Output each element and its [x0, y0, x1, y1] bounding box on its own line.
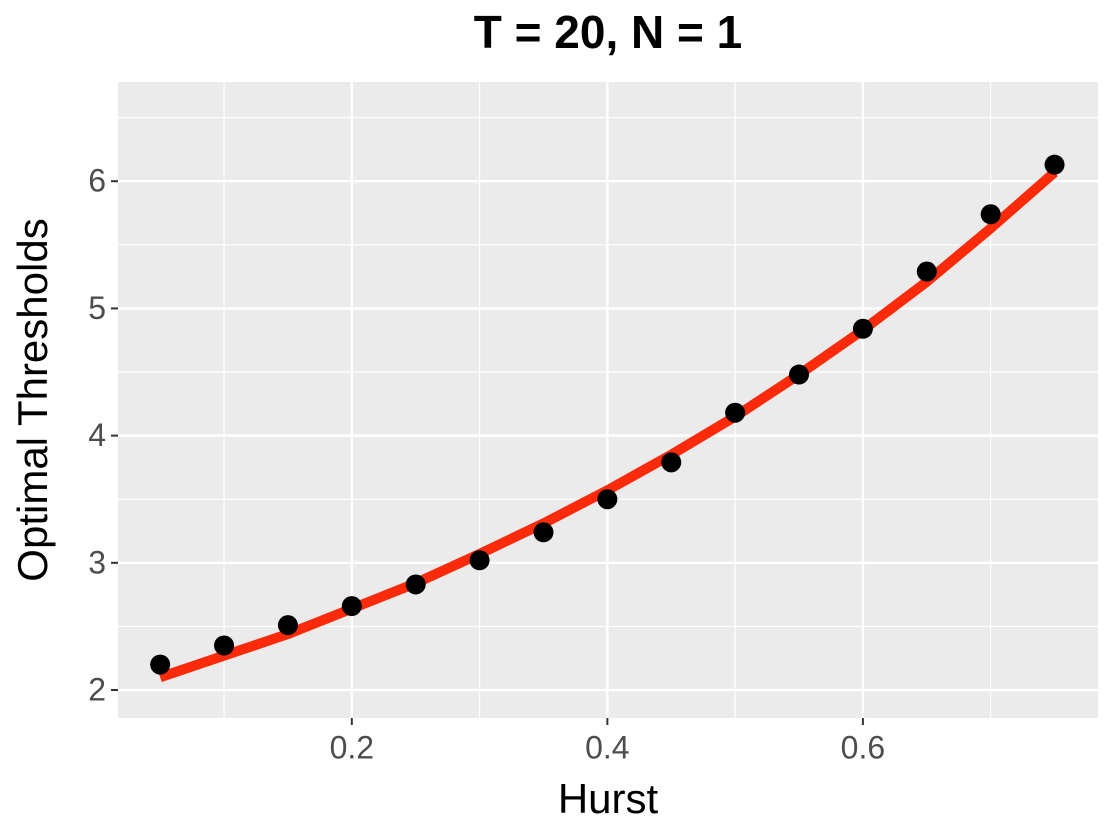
point — [597, 489, 618, 510]
point — [980, 204, 1001, 225]
x-axis-label: Hurst — [558, 775, 659, 822]
x-tick-label: 0.2 — [330, 729, 374, 765]
point — [341, 596, 362, 617]
y-tick-label: 6 — [88, 163, 106, 199]
point — [405, 574, 426, 595]
chart-title: T = 20, N = 1 — [474, 6, 742, 58]
point — [725, 402, 746, 423]
point — [852, 318, 873, 339]
point — [916, 261, 937, 282]
point — [150, 654, 171, 675]
y-axis-label: Optimal Thresholds — [9, 218, 56, 581]
y-tick-label: 5 — [88, 290, 106, 326]
point — [214, 635, 235, 656]
x-tick-label: 0.4 — [585, 729, 629, 765]
point — [661, 452, 682, 473]
y-tick-label: 3 — [88, 544, 106, 580]
point — [1044, 154, 1065, 175]
x-tick-label: 0.6 — [841, 729, 885, 765]
point — [533, 522, 554, 543]
y-tick-label: 2 — [88, 671, 106, 707]
point — [469, 550, 490, 571]
y-tick-label: 4 — [88, 417, 106, 453]
point — [789, 364, 810, 385]
point — [277, 615, 298, 636]
